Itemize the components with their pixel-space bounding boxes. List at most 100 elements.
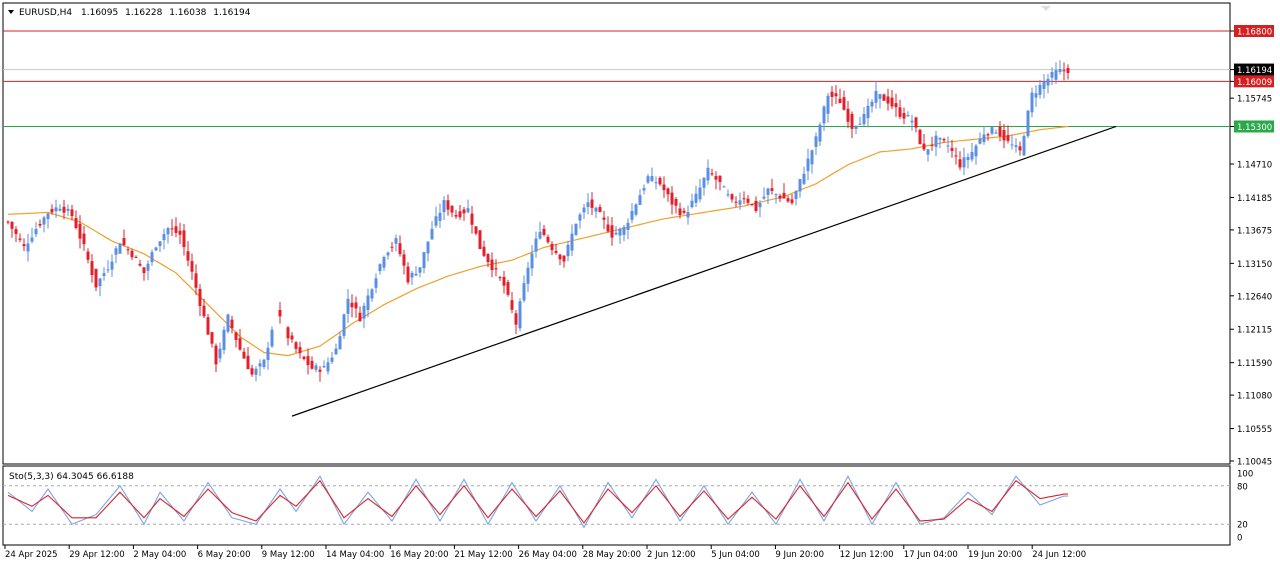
candle-body xyxy=(198,288,202,307)
price-tag xyxy=(1234,25,1274,37)
stoch-tick-label: 80 xyxy=(1237,482,1248,492)
price-tick-label: 1.13675 xyxy=(1237,226,1272,236)
candle-body xyxy=(378,264,382,272)
collapse-arrow-icon[interactable] xyxy=(1041,6,1051,11)
candle-body xyxy=(286,327,290,339)
candle-body xyxy=(62,206,66,213)
candle-body xyxy=(66,208,70,211)
candle-body xyxy=(398,243,402,255)
price-tick-label: 1.15300 xyxy=(1237,123,1272,133)
candle-body xyxy=(766,188,770,195)
candle-body xyxy=(334,348,338,355)
price-tag xyxy=(1234,63,1274,76)
candle-body xyxy=(202,305,206,317)
candle-body xyxy=(358,312,362,322)
candle-body xyxy=(230,319,234,329)
price-tick-label: 1.15745 xyxy=(1237,95,1272,105)
candle-body xyxy=(1014,145,1018,148)
candle-body xyxy=(238,338,242,350)
candle-body xyxy=(26,243,30,252)
candle-body xyxy=(798,179,802,192)
candle-body xyxy=(710,173,714,175)
candle-body xyxy=(414,273,418,276)
candle-body xyxy=(474,226,478,234)
high-value: 1.16228 xyxy=(125,8,162,18)
candle-body xyxy=(374,278,378,288)
candle-body xyxy=(782,192,786,199)
candle-body xyxy=(686,211,690,218)
candle-body xyxy=(914,117,918,128)
candle-body xyxy=(558,254,562,260)
candle-body xyxy=(982,134,986,143)
time-tick-label: 26 May 04:00 xyxy=(519,550,577,560)
candle-body xyxy=(690,200,694,208)
candle-body xyxy=(110,261,114,270)
time-tick-label: 6 May 20:00 xyxy=(198,550,251,560)
time-tick-label: 17 Jun 04:00 xyxy=(904,550,958,560)
candle-body xyxy=(674,199,678,206)
candle-body xyxy=(434,216,438,226)
candle-body xyxy=(530,253,534,269)
candle-body xyxy=(122,238,126,246)
candle-body xyxy=(442,200,446,213)
candle-body xyxy=(470,213,474,225)
candle-body xyxy=(650,175,654,182)
candle-body xyxy=(86,251,90,260)
candle-body xyxy=(750,203,754,205)
stochastic-panel xyxy=(2,465,1231,546)
candle-body xyxy=(94,268,98,288)
price-tick-label: 1.13150 xyxy=(1237,260,1272,270)
candle-body xyxy=(666,188,670,195)
dropdown-triangle-icon[interactable] xyxy=(8,10,14,14)
candle-body xyxy=(930,144,934,146)
candle-body xyxy=(326,362,330,372)
candle-body xyxy=(346,298,350,314)
candle-body xyxy=(314,365,318,370)
candle-body xyxy=(42,217,46,225)
candle-body xyxy=(402,254,406,266)
candle-body xyxy=(58,208,62,211)
time-tick-label: 29 Apr 12:00 xyxy=(69,550,124,560)
candle-body xyxy=(706,167,710,181)
candle-body xyxy=(114,248,118,255)
candle-body xyxy=(306,356,310,366)
candle-body xyxy=(746,198,750,203)
candle-body xyxy=(506,282,510,295)
candle-body xyxy=(206,317,210,335)
candle-body xyxy=(214,345,218,365)
candle-body xyxy=(218,348,222,359)
candle-body xyxy=(1054,70,1058,80)
candle-body xyxy=(186,251,190,261)
candle-body xyxy=(742,198,746,200)
candle-body xyxy=(1034,93,1038,98)
time-tick-label: 9 Jun 20:00 xyxy=(775,550,824,560)
candle-body xyxy=(958,159,962,168)
candle-body xyxy=(406,266,410,283)
candle-body xyxy=(142,267,146,274)
candle-body xyxy=(546,236,550,243)
candle-body xyxy=(30,237,34,242)
candle-body xyxy=(770,188,774,191)
candle-body xyxy=(966,156,970,161)
candle-body xyxy=(562,255,566,262)
chart-header: EURUSD,H4 1.16095 1.16228 1.16038 1.1619… xyxy=(8,6,1051,18)
candle-body xyxy=(362,305,366,319)
candle-body xyxy=(974,145,978,157)
price-tick-label: 1.11590 xyxy=(1237,359,1272,369)
candle-body xyxy=(54,207,58,212)
candle-body xyxy=(34,228,38,235)
candle-body xyxy=(890,97,894,107)
candle-body xyxy=(1038,84,1042,95)
candle-body xyxy=(990,127,994,134)
candle-body xyxy=(18,238,22,240)
candle-body xyxy=(482,246,486,256)
price-tag xyxy=(1234,75,1274,88)
candle-body xyxy=(734,201,738,203)
candle-body xyxy=(962,157,966,168)
stochastic-label: Sto(5,3,3) 64.3045 66.6188 xyxy=(9,472,134,482)
time-tick-label: 21 May 12:00 xyxy=(454,550,512,560)
price-tick-label: 1.16194 xyxy=(1237,66,1272,76)
candle-body xyxy=(222,329,226,351)
candle-body xyxy=(106,269,110,271)
